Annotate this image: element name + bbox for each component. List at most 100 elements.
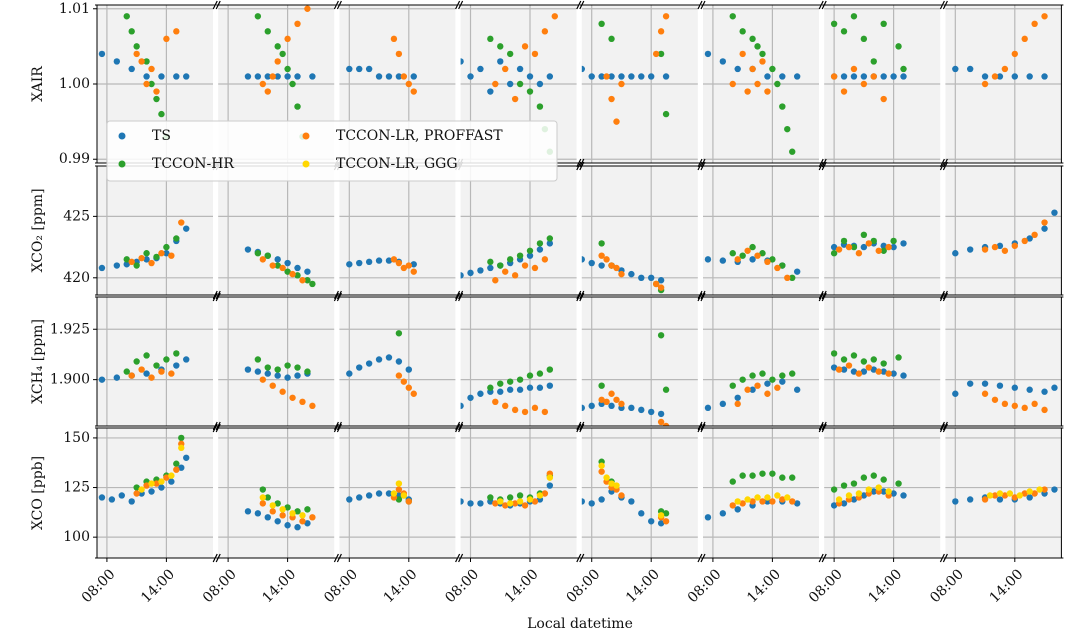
- axis-break: [821, 0, 827, 10]
- data-point: [128, 258, 135, 266]
- data-point: [274, 262, 281, 269]
- data-point: [304, 5, 311, 12]
- axis-break: [576, 290, 582, 300]
- data-point: [754, 494, 761, 501]
- data-point: [895, 354, 902, 361]
- panel-background: [218, 166, 335, 295]
- data-point: [390, 490, 398, 497]
- data-point: [638, 510, 645, 517]
- data-point: [845, 492, 853, 499]
- data-point: [365, 65, 373, 73]
- data-point: [895, 480, 902, 487]
- data-point: [966, 496, 974, 503]
- data-point: [870, 73, 877, 80]
- data-point: [784, 494, 791, 501]
- axis-break: [455, 553, 461, 563]
- data-point: [754, 252, 761, 259]
- data-point: [865, 486, 873, 493]
- data-point: [244, 366, 252, 373]
- y-axis-label: XAIR: [30, 66, 46, 102]
- data-point: [598, 73, 605, 80]
- data-point: [158, 250, 165, 257]
- data-point: [1031, 231, 1038, 238]
- x-tick-label: 08:00: [564, 566, 604, 606]
- data-point: [952, 390, 959, 397]
- data-point: [1011, 384, 1019, 391]
- data-point: [759, 250, 766, 257]
- data-point: [1011, 73, 1019, 80]
- data-point: [648, 73, 655, 80]
- data-point: [492, 500, 499, 507]
- data-point: [996, 496, 1004, 503]
- data-point: [598, 262, 605, 269]
- data-point: [309, 402, 316, 410]
- axis-break: [818, 421, 824, 431]
- data-point: [830, 350, 838, 357]
- axis-break: [215, 423, 221, 433]
- panel-points: [98, 13, 190, 140]
- data-point: [385, 257, 393, 264]
- axis-break: [942, 423, 948, 433]
- data-point: [148, 65, 155, 73]
- panel-background: [460, 297, 577, 426]
- data-point: [739, 252, 746, 259]
- data-point: [1026, 235, 1033, 242]
- data-point: [526, 252, 534, 259]
- data-point: [1021, 490, 1028, 497]
- data-point: [143, 352, 150, 359]
- y-tick-label: 1.900: [50, 372, 90, 388]
- data-point: [113, 374, 121, 381]
- data-point: [719, 400, 727, 408]
- data-point: [981, 80, 989, 88]
- legend-marker: [302, 160, 310, 168]
- data-point: [138, 366, 145, 373]
- axis-break: [939, 290, 945, 300]
- y-tick-label: 1.925: [50, 321, 90, 337]
- data-point: [460, 58, 464, 65]
- legend-label: TS: [152, 128, 171, 144]
- axis-break: [336, 423, 342, 433]
- data-point: [294, 364, 301, 371]
- data-point: [789, 370, 796, 377]
- axis-break: [458, 290, 464, 300]
- data-point: [163, 474, 170, 481]
- data-point: [952, 65, 959, 73]
- data-point: [244, 508, 252, 515]
- data-point: [536, 492, 544, 499]
- legend-marker: [302, 132, 310, 140]
- data-point: [516, 386, 524, 393]
- data-point: [108, 496, 116, 503]
- axis-break: [939, 0, 945, 10]
- data-point: [526, 88, 534, 95]
- data-point: [138, 486, 145, 493]
- data-point: [289, 510, 296, 517]
- legend-label: TCCON-HR: [152, 156, 234, 172]
- data-point: [346, 496, 353, 503]
- data-point: [158, 484, 165, 491]
- data-point: [734, 498, 741, 505]
- data-point: [739, 28, 746, 35]
- data-point: [173, 362, 180, 369]
- data-point: [628, 270, 635, 278]
- data-point: [618, 73, 625, 80]
- data-point: [309, 73, 316, 80]
- data-point: [793, 73, 801, 80]
- data-point: [284, 362, 291, 369]
- x-tick-label: 14:00: [623, 566, 663, 606]
- data-point: [521, 502, 529, 509]
- data-point: [779, 372, 786, 379]
- panel-background: [824, 166, 941, 295]
- data-point: [855, 250, 863, 257]
- data-point: [840, 356, 848, 363]
- data-point: [497, 262, 504, 269]
- data-point: [657, 512, 665, 519]
- y-tick-label: 150: [63, 430, 90, 446]
- data-point: [885, 243, 892, 251]
- data-point: [598, 20, 605, 28]
- panel-background: [703, 428, 819, 558]
- data-point: [603, 474, 610, 481]
- panel-points: [346, 330, 417, 397]
- axis-break: [700, 290, 706, 300]
- data-point: [764, 380, 771, 387]
- data-point: [279, 264, 286, 272]
